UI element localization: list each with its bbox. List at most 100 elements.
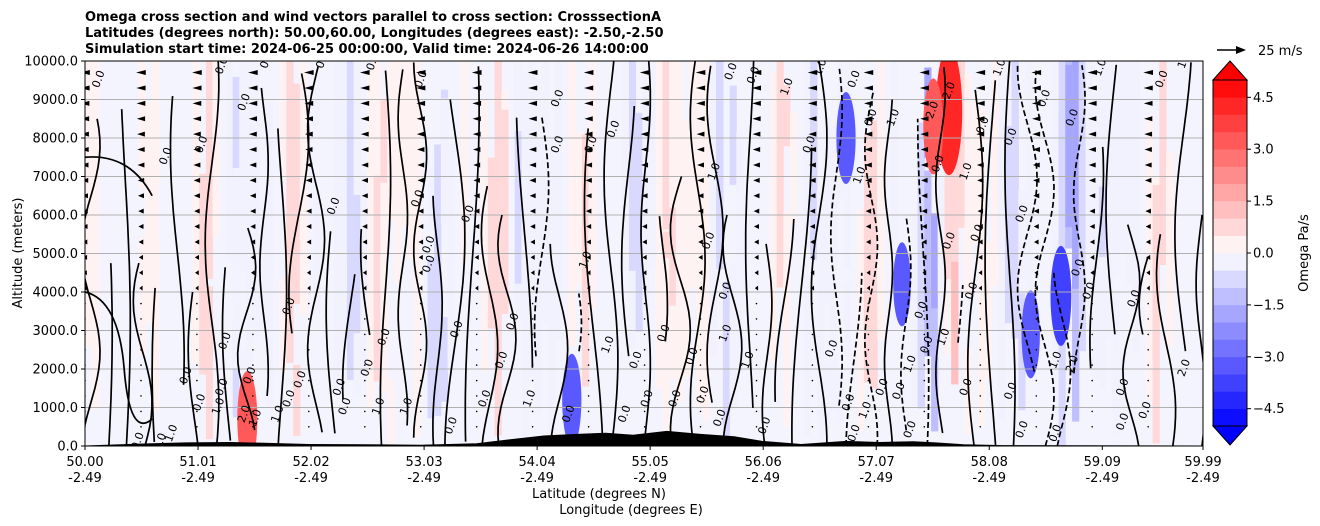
contour-label: 1.0 <box>576 250 594 271</box>
wind-vector <box>529 162 537 168</box>
wind-vector <box>755 379 758 382</box>
wind-vector <box>196 364 198 366</box>
omega-fill-band <box>823 362 831 425</box>
omega-fill-band <box>655 214 663 390</box>
contour-line-zero <box>1089 146 1105 369</box>
contour-label: 0.0 <box>177 365 195 386</box>
omega-fill-band <box>1145 243 1154 400</box>
contour-label: 0.0 <box>822 338 840 359</box>
wind-vector <box>136 116 146 122</box>
wind-vector <box>306 224 312 230</box>
omega-fill-band <box>991 61 999 284</box>
wind-vector <box>140 410 142 413</box>
wind-vector <box>136 85 146 91</box>
omega-fill-band <box>279 61 287 176</box>
wind-vector <box>643 333 646 336</box>
omega-fill-band <box>1072 61 1080 289</box>
wind-vector <box>417 193 424 199</box>
wind-vector <box>976 131 985 137</box>
wind-vector <box>140 318 142 320</box>
wind-vector <box>364 364 366 366</box>
omega-fill-band <box>293 364 301 436</box>
wind-vector <box>1091 318 1093 320</box>
omega-fill-band <box>427 258 435 419</box>
wind-vector <box>250 239 256 245</box>
omega-fill-band <box>400 157 408 227</box>
omega-fill-band <box>816 190 825 378</box>
omega-fill-band <box>1199 131 1203 227</box>
contour-label: 0.0 <box>1013 203 1031 224</box>
omega-fill-band <box>548 278 556 441</box>
omega-fill-band <box>877 108 885 299</box>
omega-fill-band <box>689 61 697 288</box>
contour-line-zero <box>132 262 153 446</box>
wind-vector <box>418 224 424 230</box>
omega-fill-band <box>192 291 200 364</box>
wind-vector <box>1035 395 1038 397</box>
wind-vector <box>364 395 366 397</box>
title-line-3: Simulation start time: 2024-06-25 00:00:… <box>85 42 649 57</box>
wind-vector <box>473 162 481 168</box>
omega-fill-band <box>333 170 341 390</box>
wind-vector <box>530 224 536 230</box>
colorbar-segment <box>1213 97 1247 115</box>
contour-label: 0.0 <box>420 234 438 255</box>
wind-vector <box>695 70 706 76</box>
wind-vector <box>640 131 649 137</box>
contour-label: 1.0 <box>901 353 919 374</box>
wind-vector <box>923 349 926 351</box>
wind-vector <box>531 426 534 428</box>
contour-line-zero <box>603 61 619 446</box>
wind-vector <box>754 239 759 245</box>
contour-label: 1.0 <box>990 57 1008 78</box>
contour-label: 0.0 <box>1046 423 1064 444</box>
omega-fill-band <box>863 134 872 254</box>
contour-label: 0.0 <box>929 153 947 174</box>
colorbar-label: Omega Pa/s <box>1297 214 1312 292</box>
wind-vector <box>308 410 310 413</box>
wind-vector <box>1091 426 1093 428</box>
omega-fill-band <box>769 71 778 223</box>
wind-vector <box>1147 395 1149 397</box>
wind-vector <box>587 302 590 305</box>
omega-fill-band <box>971 104 979 244</box>
wind-vector <box>979 349 982 351</box>
wind-vector <box>639 85 650 91</box>
contour-line-negative <box>577 293 583 352</box>
wind-vector <box>699 364 702 366</box>
omega-fill-band <box>555 104 563 339</box>
wind-vector <box>863 70 874 76</box>
contour-label: 1.0 <box>957 161 975 182</box>
contour-line-negative <box>533 115 550 357</box>
wind-vector <box>867 426 870 428</box>
wind-vector <box>867 379 870 382</box>
wind-vector <box>811 426 814 428</box>
omega-fill-band <box>461 61 469 263</box>
colorbar-segment <box>1213 80 1247 98</box>
wind-vector <box>587 379 590 382</box>
wind-vector <box>1033 224 1039 230</box>
contour-line-negative <box>1052 272 1072 446</box>
omega-fill-band <box>931 213 939 432</box>
terrain <box>85 430 1203 446</box>
wind-vector <box>248 116 258 122</box>
wind-vector <box>195 270 199 276</box>
contour-label: 0.0 <box>364 51 382 72</box>
wind-vector <box>304 100 314 106</box>
wind-vector <box>363 285 367 291</box>
wind-vector <box>249 147 257 153</box>
omega-fill-band <box>790 166 798 224</box>
omega-fill-band <box>192 197 200 321</box>
terrain-layer <box>85 430 1203 446</box>
wind-vector <box>975 70 986 76</box>
wind-vector <box>1032 116 1041 122</box>
contour-label: 0.0 <box>190 392 208 413</box>
wind-vector <box>585 193 592 199</box>
wind-vector <box>755 302 758 305</box>
wind-vector <box>587 364 590 366</box>
wind-vector <box>864 162 872 168</box>
contour-line-zero <box>204 61 220 446</box>
contour-label: 2.0 <box>923 99 941 120</box>
contour-label: 0.0 <box>504 311 522 332</box>
wind-vector <box>867 395 870 397</box>
